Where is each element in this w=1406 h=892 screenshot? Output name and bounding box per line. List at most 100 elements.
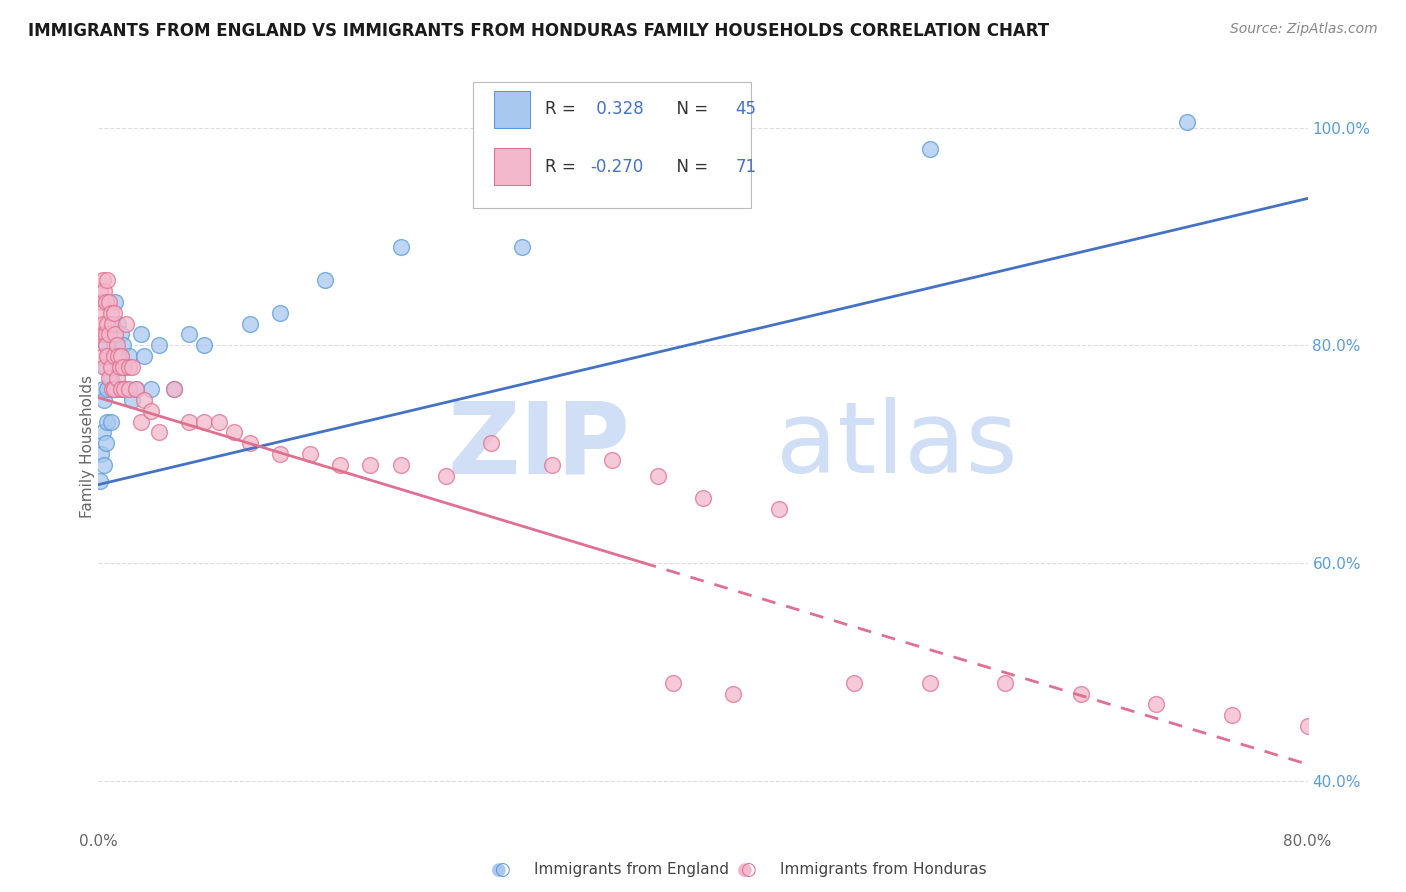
Point [90, 294, 112, 309]
Point [103, 382, 125, 396]
Point [141, 403, 163, 417]
Point [129, 327, 152, 342]
Point [91, 425, 114, 440]
Text: ○: ○ [494, 861, 510, 879]
Point [93, 327, 115, 342]
Point [193, 415, 215, 429]
Point [94, 338, 117, 352]
Point [114, 317, 136, 331]
Point [112, 360, 135, 375]
Point [111, 338, 134, 352]
Point [103, 338, 125, 352]
Point [602, 452, 624, 467]
Point [163, 382, 186, 396]
Point [107, 317, 129, 331]
Point [110, 327, 132, 342]
Point [98, 327, 121, 342]
Text: 0.328: 0.328 [591, 100, 644, 119]
Point [360, 458, 382, 472]
Point [94, 327, 117, 342]
Point [90, 306, 112, 320]
Point [96, 317, 118, 331]
Point [193, 338, 215, 352]
Point [103, 382, 125, 396]
Point [723, 687, 745, 701]
Point [104, 327, 127, 342]
Point [89, 284, 111, 298]
Point [389, 458, 412, 472]
Point [105, 338, 128, 352]
Point [132, 392, 155, 407]
Point [93, 360, 115, 375]
Point [100, 415, 122, 429]
Point [103, 306, 125, 320]
Point [105, 349, 128, 363]
Point [100, 360, 122, 375]
Point [105, 382, 128, 396]
Point [179, 415, 201, 429]
Point [91, 317, 114, 331]
Point [101, 382, 124, 396]
Point [239, 436, 262, 450]
Point [110, 349, 132, 363]
Text: atlas: atlas [776, 398, 1017, 494]
Point [93, 392, 115, 407]
Point [179, 327, 201, 342]
Point [329, 458, 352, 472]
Point [105, 371, 128, 385]
Point [100, 306, 122, 320]
Point [96, 415, 118, 429]
Point [314, 273, 336, 287]
Point [148, 425, 170, 440]
Point [96, 382, 118, 396]
Point [114, 382, 136, 396]
Point [100, 371, 122, 385]
Point [111, 360, 134, 375]
Text: -0.270: -0.270 [591, 158, 644, 176]
Text: R =: R = [544, 100, 581, 119]
Point [239, 317, 262, 331]
Text: ●: ● [491, 861, 508, 879]
Point [112, 382, 135, 396]
Point [163, 382, 186, 396]
Text: R =: R = [544, 158, 581, 176]
Point [98, 349, 121, 363]
Point [269, 306, 291, 320]
Point [91, 382, 114, 396]
Point [481, 436, 503, 450]
Point [91, 273, 114, 287]
Point [96, 273, 118, 287]
Point [208, 415, 231, 429]
Point [844, 675, 866, 690]
Point [94, 294, 117, 309]
Point [389, 240, 412, 254]
Point [107, 349, 129, 363]
Point [118, 382, 141, 396]
Point [129, 415, 152, 429]
Point [118, 360, 141, 375]
Point [132, 349, 155, 363]
Text: ○: ○ [740, 861, 756, 879]
Point [94, 436, 117, 450]
Point [510, 240, 533, 254]
Point [125, 382, 148, 396]
Point [93, 284, 115, 298]
Point [110, 382, 132, 396]
Bar [494, 91, 530, 128]
Point [96, 349, 118, 363]
Point [94, 338, 117, 352]
Point [101, 317, 124, 331]
Point [110, 382, 132, 396]
Y-axis label: Family Households: Family Households [80, 375, 94, 517]
Point [1220, 708, 1243, 723]
Point [661, 675, 683, 690]
Point [98, 327, 121, 342]
Point [103, 349, 125, 363]
Point [118, 349, 141, 363]
Point [121, 392, 143, 407]
Point [148, 338, 170, 352]
Text: 71: 71 [735, 158, 756, 176]
Point [93, 458, 115, 472]
Text: ZIP: ZIP [447, 398, 630, 494]
Point [918, 675, 941, 690]
